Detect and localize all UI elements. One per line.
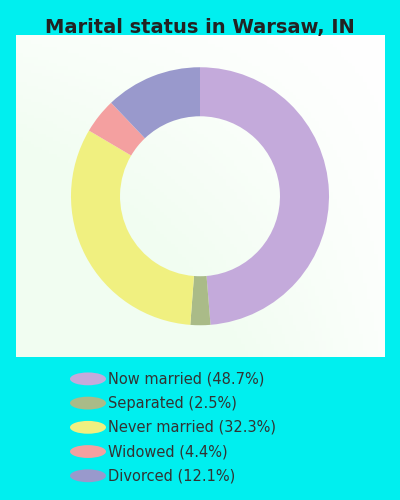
Text: Never married (32.3%): Never married (32.3%) xyxy=(108,420,276,435)
Circle shape xyxy=(70,396,106,409)
Circle shape xyxy=(70,372,106,386)
Text: Now married (48.7%): Now married (48.7%) xyxy=(108,372,264,386)
Circle shape xyxy=(70,445,106,458)
Circle shape xyxy=(70,470,106,482)
Wedge shape xyxy=(71,130,194,325)
Wedge shape xyxy=(190,276,210,325)
Wedge shape xyxy=(89,103,145,156)
Wedge shape xyxy=(111,67,200,138)
Text: Divorced (12.1%): Divorced (12.1%) xyxy=(108,468,235,483)
Wedge shape xyxy=(200,67,329,325)
Text: Widowed (4.4%): Widowed (4.4%) xyxy=(108,444,228,459)
Text: Separated (2.5%): Separated (2.5%) xyxy=(108,396,237,410)
Circle shape xyxy=(70,421,106,434)
Text: Marital status in Warsaw, IN: Marital status in Warsaw, IN xyxy=(45,18,355,38)
